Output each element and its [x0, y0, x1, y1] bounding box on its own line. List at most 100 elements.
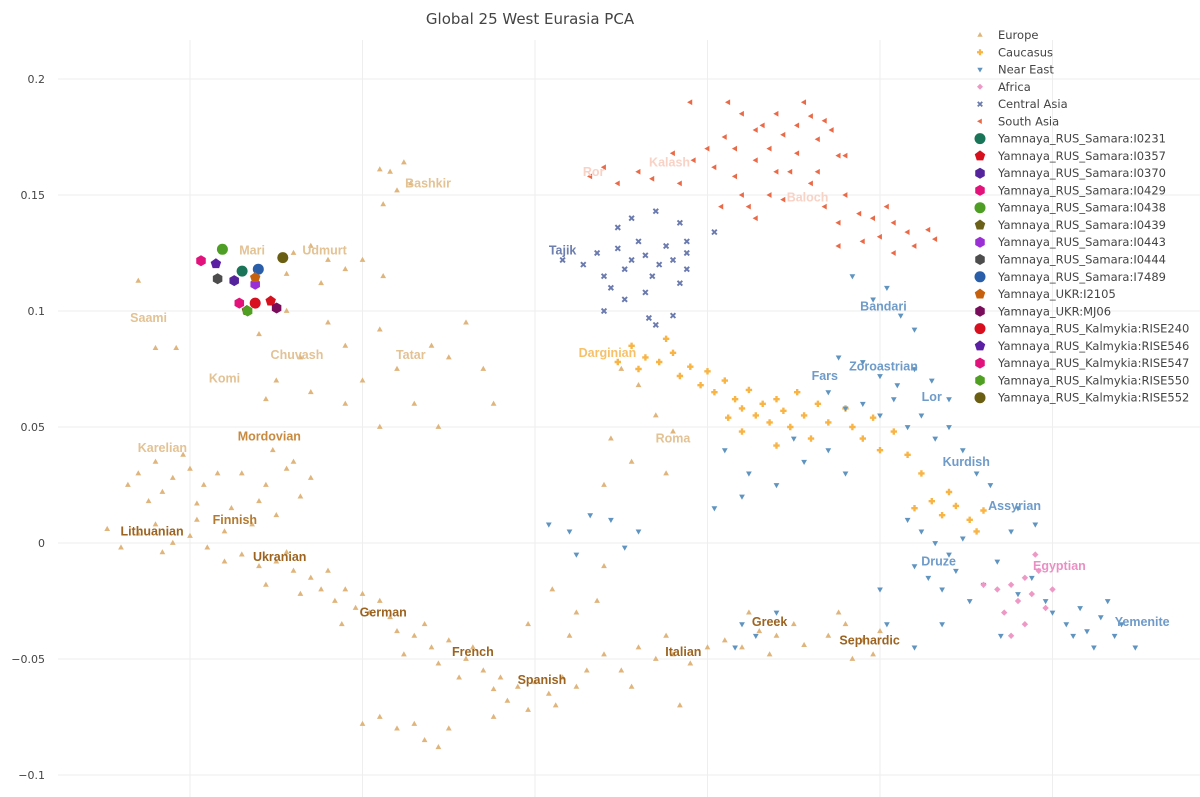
legend-item[interactable]: Near East: [977, 63, 1054, 77]
point-south-asia: [649, 175, 655, 182]
legend-item[interactable]: Yamnaya_RUS_Samara:I7489: [974, 270, 1167, 284]
label-saami: Saami: [130, 311, 167, 325]
label-karelian: Karelian: [138, 441, 187, 455]
legend-item[interactable]: Yamnaya_UKR:I2105: [974, 287, 1116, 301]
legend-item[interactable]: Africa: [977, 80, 1031, 94]
point-europe: [532, 679, 538, 685]
point-yamnaya-rus-samara-i0438: [216, 243, 228, 255]
point-europe: [463, 319, 469, 325]
legend-label: Near East: [998, 63, 1054, 77]
point-near-east: [939, 622, 945, 628]
point-central-asia: [580, 261, 587, 268]
point-africa: [1021, 621, 1029, 628]
legend-item[interactable]: Yamnaya_RUS_Kalmykia:RISE240: [974, 322, 1190, 336]
legend-item[interactable]: Yamnaya_RUS_Samara:I0231: [974, 132, 1167, 146]
point-europe: [366, 609, 373, 615]
legend-item[interactable]: Caucasus: [977, 45, 1053, 59]
legend-item[interactable]: South Asia: [977, 114, 1059, 128]
point-europe: [221, 558, 228, 564]
point-europe: [601, 481, 607, 487]
point-near-east: [859, 401, 866, 407]
point-europe: [342, 266, 349, 272]
point-yamnaya-rus-samara-i0370: [229, 275, 239, 287]
point-europe: [283, 549, 290, 555]
legend-item[interactable]: Europe: [977, 28, 1038, 42]
point-europe: [173, 344, 180, 351]
legend-item[interactable]: Yamnaya_RUS_Kalmykia:RISE550: [975, 373, 1189, 387]
legend-item[interactable]: Yamnaya_RUS_Samara:I0357: [974, 149, 1166, 163]
point-near-east: [842, 406, 849, 412]
point-south-asia: [635, 168, 641, 175]
legend-marker-icon: [974, 288, 986, 299]
legend-marker-icon: [974, 219, 986, 230]
legend-item[interactable]: Yamnaya_UKR:MJ06: [975, 304, 1111, 318]
legend-item[interactable]: Central Asia: [977, 97, 1068, 111]
legend-label: Yamnaya_RUS_Samara:I0439: [997, 218, 1166, 232]
legend-marker-icon: [974, 202, 986, 214]
point-yamnaya-ukr-mj06: [271, 302, 282, 314]
point-europe: [421, 621, 428, 627]
point-europe: [169, 539, 176, 545]
point-central-asia: [621, 296, 628, 303]
point-europe: [332, 597, 338, 603]
legend-item[interactable]: Yamnaya_RUS_Kalmykia:RISE546: [974, 339, 1190, 353]
point-caucasus: [876, 447, 884, 454]
legend-label: Yamnaya_RUS_Samara:I0444: [997, 253, 1166, 267]
point-europe: [514, 683, 521, 689]
legend-item[interactable]: Yamnaya_RUS_Kalmykia:RISE552: [974, 391, 1190, 405]
point-south-asia: [704, 145, 710, 152]
point-near-east: [1049, 610, 1056, 616]
point-caucasus: [807, 435, 815, 442]
point-near-east: [997, 633, 1004, 639]
point-caucasus: [669, 349, 677, 356]
point-europe: [497, 674, 504, 680]
legend-item[interactable]: Yamnaya_RUS_Samara:I0443: [975, 235, 1166, 249]
legend-label: Europe: [998, 28, 1038, 42]
point-south-asia: [780, 131, 786, 138]
legend-item[interactable]: Yamnaya_RUS_Samara:I0370: [975, 166, 1166, 180]
legend[interactable]: Europe Caucasus Near East Africa Central Asi…: [974, 28, 1190, 405]
point-europe: [594, 597, 600, 603]
point-caucasus: [794, 389, 801, 396]
legend-item[interactable]: Yamnaya_RUS_Samara:I0444: [975, 253, 1166, 267]
point-near-east: [608, 517, 614, 523]
point-europe: [790, 621, 797, 627]
point-central-asia: [642, 252, 649, 259]
point-near-east: [966, 599, 973, 605]
point-europe: [859, 637, 866, 643]
legend-marker-icon: [975, 184, 985, 196]
point-south-asia: [814, 136, 820, 143]
y-tick-label: 0.1: [28, 305, 46, 318]
point-near-east: [904, 425, 911, 431]
point-europe: [228, 505, 235, 511]
legend-item[interactable]: Yamnaya_RUS_Kalmykia:RISE547: [975, 356, 1189, 370]
legend-item[interactable]: Yamnaya_RUS_Samara:I0429: [975, 183, 1166, 197]
point-caucasus: [687, 363, 694, 370]
legend-item[interactable]: Yamnaya_RUS_Samara:I0438: [974, 201, 1167, 215]
point-south-asia: [687, 99, 693, 106]
point-europe: [273, 377, 280, 383]
point-europe: [342, 400, 349, 406]
point-europe: [411, 632, 418, 638]
point-near-east: [711, 506, 718, 512]
label-tatar: Tatar: [396, 348, 426, 362]
point-south-asia: [800, 99, 807, 106]
point-europe: [204, 544, 211, 550]
point-europe: [256, 331, 262, 337]
label-darginian: Darginian: [579, 346, 637, 360]
point-europe: [263, 481, 269, 487]
point-south-asia: [835, 152, 841, 159]
label-udmurt: Udmurt: [302, 244, 347, 258]
legend-item[interactable]: Yamnaya_RUS_Samara:I0439: [974, 218, 1166, 232]
point-central-asia: [600, 307, 608, 315]
point-europe: [273, 512, 280, 518]
point-europe: [573, 683, 580, 689]
point-europe: [628, 683, 635, 689]
label-assyrian: Assyrian: [988, 499, 1041, 513]
legend-label: Caucasus: [998, 45, 1053, 59]
point-south-asia: [904, 229, 910, 235]
point-europe: [238, 551, 245, 557]
point-caucasus: [759, 400, 766, 407]
label-lithuanian: Lithuanian: [120, 524, 183, 538]
